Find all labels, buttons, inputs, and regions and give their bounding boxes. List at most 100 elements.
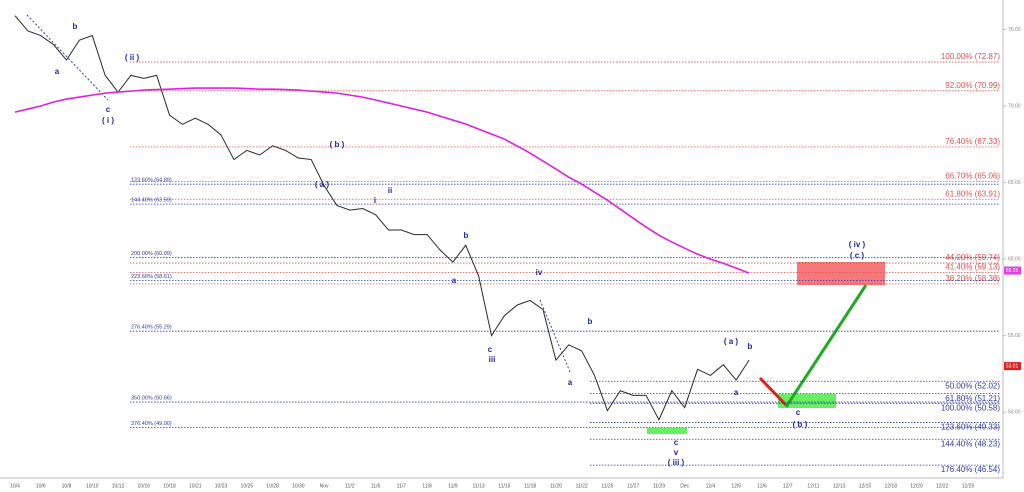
x-tick-label: 12/22	[936, 483, 949, 489]
x-tick-label: 11/20	[550, 483, 562, 489]
wave-label: ( b )	[330, 140, 345, 149]
x-tick-label: 10/25	[241, 483, 254, 489]
x-tick-label: 12/20	[910, 483, 923, 489]
wave-line	[26, 14, 109, 101]
wave-label: ( ii )	[125, 53, 140, 62]
x-tick-label: 11/27	[627, 483, 639, 489]
x-tick-label: 11/6	[371, 483, 381, 489]
wave-label: ( iv )	[849, 240, 866, 249]
wave-label: iii	[489, 355, 496, 364]
target-zone	[797, 262, 885, 285]
level-label: 376.40% (49.00)	[131, 421, 172, 427]
level-label: 123.60% (49.33)	[941, 423, 1000, 432]
x-tick-label: 12/4	[706, 483, 716, 489]
x-tick-label: 10/30	[292, 483, 305, 489]
wave-label: ( iii )	[668, 458, 685, 467]
wave-label: iv	[536, 268, 543, 277]
wave-label: ( i )	[102, 116, 114, 125]
x-tick-label: Nov	[320, 483, 329, 489]
level-label: 76.40% (67.33)	[945, 137, 1000, 146]
x-tick-label: 11/8	[422, 483, 432, 489]
wave-label: ii	[388, 186, 392, 195]
x-tick-label: 12/7	[783, 483, 793, 489]
x-tick-label: 10/8	[62, 483, 72, 489]
x-tick-label: 12/11	[807, 483, 819, 489]
level-label: 44.00% (59.74)	[945, 253, 1000, 262]
wave-label: i	[374, 196, 376, 205]
low-zone	[647, 428, 687, 434]
projection-arrow	[784, 284, 868, 408]
x-tick-label: 12/25	[962, 483, 975, 489]
wave-label: ( a )	[724, 337, 739, 346]
wave-label: ( b )	[793, 420, 808, 429]
wave-label: b	[73, 22, 78, 31]
x-tick-label: 10/6	[36, 483, 46, 489]
x-tick-label: 10/12	[112, 483, 125, 489]
x-tick-label: 10/21	[189, 483, 202, 489]
x-tick-label: 11/22	[576, 483, 588, 489]
wave-line	[539, 299, 571, 373]
y-tick-label: 55.00	[1008, 333, 1021, 339]
projection-arrow	[758, 376, 788, 407]
x-tick-label: 12/5	[731, 483, 741, 489]
y-tick-label: 65.00	[1008, 180, 1021, 186]
level-label: 223.60% (58.61)	[131, 274, 172, 280]
level-label: 92.00% (70.99)	[945, 81, 1000, 90]
wave-label: c	[796, 408, 801, 417]
x-tick-label: 11/25	[601, 483, 613, 489]
wave-label: b	[464, 231, 469, 240]
x-tick-label: 12/15	[859, 483, 872, 489]
wave-label: v	[674, 448, 679, 457]
level-label: 276.40% (55.29)	[131, 325, 172, 331]
x-tick-label: 10/16	[138, 483, 151, 489]
y-tick-label: 75.00	[1008, 27, 1021, 33]
level-label: 61.80% (63.91)	[945, 189, 1000, 198]
x-tick-label: 12/18	[884, 483, 897, 489]
level-label: 100.00% (72.87)	[941, 52, 1000, 61]
x-tick-label: 11/2	[345, 483, 355, 489]
level-label: 61.80% (51.21)	[945, 394, 1000, 403]
wave-label: c	[674, 438, 679, 447]
level-label: 123.60% (64.89)	[131, 178, 172, 184]
level-label: 50.00% (52.02)	[945, 381, 1000, 390]
x-tick-label: 11/15	[498, 483, 510, 489]
x-tick-label: 10/28	[266, 483, 279, 489]
x-tick-label: 12/6	[757, 483, 767, 489]
y-tick-label: 50.00	[1008, 409, 1021, 415]
x-tick-label: 11/18	[524, 483, 536, 489]
wave-label: ( c )	[850, 251, 865, 260]
wave-label: b	[588, 317, 593, 326]
level-label: 144.40% (63.59)	[131, 198, 172, 204]
x-tick-label: 11/29	[653, 483, 665, 489]
ma-tag	[1004, 266, 1021, 275]
price-tag-label: 53.01	[1006, 363, 1019, 369]
x-tick-label: 10/18	[163, 483, 176, 489]
x-tick-label: 11/7	[397, 483, 407, 489]
x-tick-label: Dec	[680, 483, 689, 489]
x-tick-label: 11/13	[473, 483, 485, 489]
x-tick-label: 11/9	[448, 483, 458, 489]
series-line	[14, 15, 750, 421]
ma-tag-label: 59.25	[1006, 268, 1019, 274]
x-tick-label: 10/10	[86, 483, 99, 489]
y-tick-label: 70.00	[1008, 103, 1021, 109]
wave-label: a	[452, 276, 457, 285]
level-label: 350.00% (50.66)	[131, 396, 172, 402]
level-label: 41.40% (59.13)	[945, 263, 1000, 272]
x-tick-label: 10/4	[10, 483, 20, 489]
wave-label: a	[734, 388, 739, 397]
x-tick-label: 12/13	[833, 483, 846, 489]
level-label: 66.70% (65.06)	[945, 172, 1000, 181]
y-tick-label: 60.00	[1008, 256, 1021, 262]
wave-label: a	[55, 67, 60, 76]
level-label: 100.00% (50.58)	[941, 403, 1000, 412]
wave-label: b	[748, 342, 753, 351]
wave-label: c	[488, 345, 493, 354]
level-label: 176.40% (46.54)	[941, 465, 1000, 474]
wave-label: ( a )	[315, 180, 330, 189]
level-label: 38.20% (58.38)	[945, 274, 1000, 283]
wave-label: a	[568, 378, 573, 387]
x-tick-label: 10/23	[215, 483, 228, 489]
